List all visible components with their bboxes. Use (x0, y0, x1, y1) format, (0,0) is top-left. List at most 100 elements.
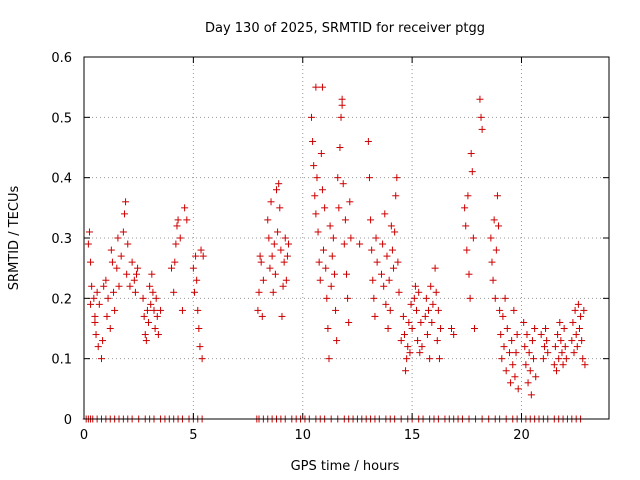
data-point (378, 270, 385, 278)
data-point (496, 306, 504, 314)
data-point (527, 391, 535, 399)
data-point (492, 246, 500, 254)
data-point (373, 258, 381, 266)
data-point (94, 343, 102, 351)
data-point (426, 355, 434, 363)
data-point (347, 234, 355, 242)
data-point (271, 270, 279, 278)
data-point (487, 234, 495, 242)
data-point (578, 337, 586, 345)
data-point (334, 174, 342, 182)
data-point (267, 198, 275, 206)
x-tick-label: 20 (513, 428, 530, 443)
data-point (404, 343, 412, 351)
data-point (422, 294, 430, 302)
data-point (562, 355, 570, 363)
x-tick-label: 10 (294, 428, 311, 443)
data-point (369, 276, 377, 284)
data-point (117, 252, 125, 260)
data-point (393, 174, 401, 182)
data-point (150, 306, 158, 314)
data-point (491, 294, 499, 302)
data-point (99, 337, 107, 345)
data-point (489, 276, 497, 284)
data-point (561, 343, 569, 351)
data-point (168, 264, 175, 272)
data-point (149, 288, 157, 296)
data-point (176, 234, 184, 242)
data-point (93, 288, 101, 296)
data-point (338, 101, 346, 109)
data-point (415, 288, 423, 296)
data-point (274, 228, 282, 236)
data-point (410, 294, 418, 302)
data-point (523, 331, 531, 339)
data-point (333, 337, 341, 345)
data-point (322, 264, 330, 272)
data-point (87, 300, 95, 308)
data-point (170, 288, 178, 296)
data-point (407, 300, 415, 308)
data-point (390, 264, 398, 272)
data-point (403, 355, 411, 363)
data-point (128, 258, 136, 266)
data-point (461, 204, 469, 212)
data-point (478, 125, 486, 133)
data-point (330, 270, 338, 278)
data-point (551, 343, 559, 351)
data-point (556, 318, 564, 326)
data-point (542, 325, 550, 332)
y-tick-label: 0.3 (51, 232, 72, 247)
data-point (490, 216, 498, 224)
plot-frame (83, 56, 610, 420)
y-tick-label: 0 (64, 413, 72, 428)
data-point (572, 331, 580, 339)
data-point (329, 234, 337, 242)
data-point (526, 367, 534, 375)
data-point (147, 300, 155, 308)
data-point (95, 300, 103, 308)
data-point (110, 288, 118, 296)
data-point (266, 264, 274, 272)
data-point (318, 83, 326, 91)
data-point (106, 325, 114, 332)
data-point (341, 216, 349, 224)
data-point (345, 318, 353, 326)
data-point (559, 361, 567, 369)
data-point (550, 361, 558, 369)
data-point (100, 282, 108, 290)
data-point (198, 355, 206, 363)
data-point (104, 294, 112, 302)
data-point (92, 331, 100, 339)
data-point (152, 294, 160, 302)
data-point (524, 379, 532, 387)
data-point (130, 276, 138, 284)
data-point (328, 252, 336, 260)
data-point (417, 318, 425, 326)
data-point (543, 337, 551, 345)
data-point (537, 331, 545, 339)
data-point (367, 216, 375, 224)
data-point (408, 325, 416, 332)
y-tick-label: 0.1 (51, 353, 72, 368)
data-point (428, 318, 436, 326)
data-point (383, 252, 391, 260)
data-point (153, 312, 161, 320)
data-point (505, 349, 513, 357)
data-point (382, 300, 390, 308)
data-point (433, 337, 441, 345)
data-point (500, 343, 508, 351)
x-axis-label: GPS time / hours (291, 459, 400, 474)
data-point (498, 355, 506, 363)
y-tick-label: 0.6 (51, 51, 72, 66)
data-point (280, 258, 288, 266)
data-point (264, 216, 272, 224)
data-point (113, 264, 121, 272)
data-point (278, 312, 286, 320)
data-point (448, 325, 455, 332)
data-point (580, 306, 588, 314)
data-point (463, 246, 471, 254)
data-point (499, 312, 507, 320)
data-point (434, 306, 442, 314)
